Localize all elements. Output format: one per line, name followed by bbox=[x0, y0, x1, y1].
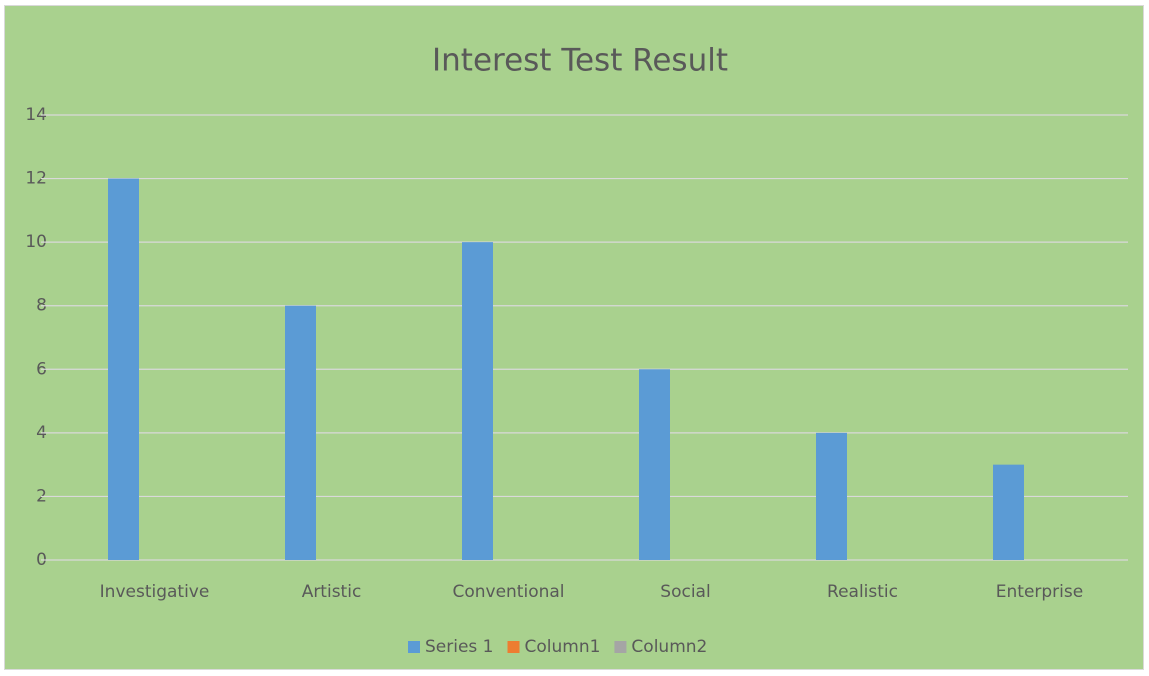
bar bbox=[108, 178, 139, 561]
legend-label: Column1 bbox=[525, 637, 601, 657]
legend-label: Series 1 bbox=[425, 637, 494, 657]
bar bbox=[462, 242, 493, 560]
chart-title: Interest Test Result bbox=[432, 43, 728, 79]
legend-swatch bbox=[614, 641, 627, 653]
x-tick-label: Conventional bbox=[452, 582, 564, 602]
bar bbox=[285, 305, 316, 560]
x-tick-label: Social bbox=[660, 582, 710, 602]
y-tick-label: 12 bbox=[25, 169, 47, 189]
bar bbox=[993, 464, 1024, 560]
y-tick-label: 14 bbox=[25, 105, 47, 125]
x-tick-label: Artistic bbox=[302, 582, 362, 602]
chart-background bbox=[4, 5, 1144, 670]
bar bbox=[639, 369, 670, 560]
x-tick-label: Enterprise bbox=[996, 582, 1083, 602]
legend-swatch bbox=[408, 641, 420, 653]
x-tick-label: Investigative bbox=[100, 582, 210, 602]
legend-swatch bbox=[507, 641, 520, 653]
legend-label: Column2 bbox=[631, 637, 707, 657]
x-tick-label: Realistic bbox=[827, 582, 898, 602]
y-tick-label: 10 bbox=[25, 232, 47, 252]
bar bbox=[816, 432, 847, 560]
